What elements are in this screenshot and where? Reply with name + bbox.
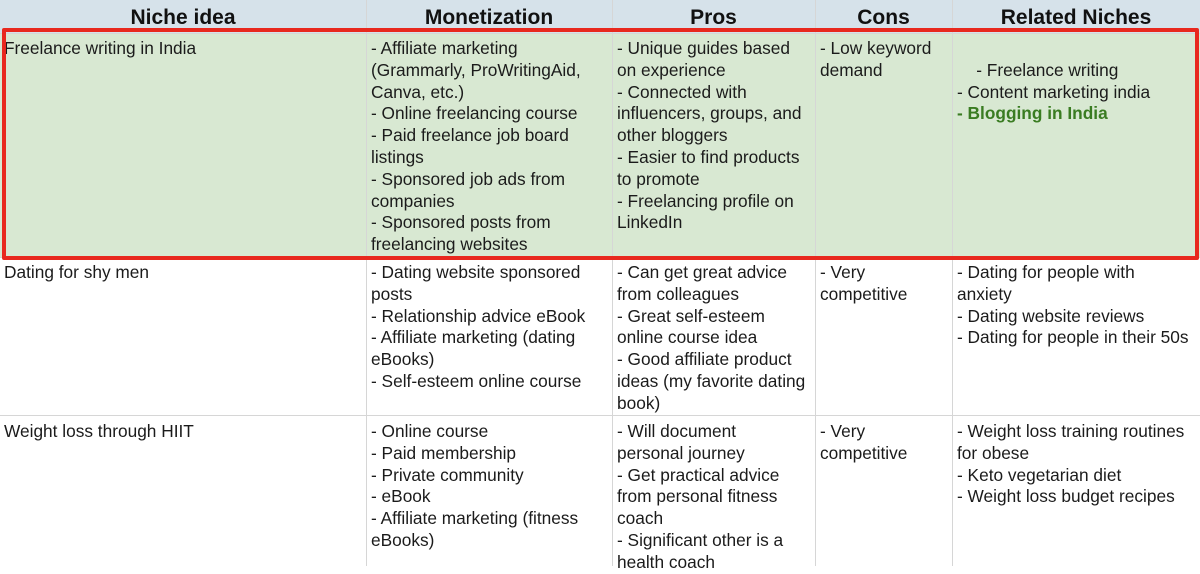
column-divider <box>815 0 816 566</box>
header-row: Niche idea Monetization Pros Cons Relate… <box>0 0 1200 33</box>
column-divider <box>366 0 367 566</box>
cell-niche[interactable]: Weight loss through HIIT <box>4 421 194 441</box>
cell-related-niches[interactable]: - Freelance writing - Content marketing … <box>957 38 1150 147</box>
column-divider <box>612 0 613 566</box>
header-monetization[interactable]: Monetization <box>424 6 554 29</box>
cell-niche[interactable]: Freelance writing in India <box>4 38 197 58</box>
cell-monetization[interactable]: - Online course - Paid membership - Priv… <box>371 421 579 550</box>
header-pros[interactable]: Pros <box>690 6 737 29</box>
header-cons[interactable]: Cons <box>857 6 910 29</box>
header-niche-idea[interactable]: Niche idea <box>130 6 236 29</box>
cell-cons[interactable]: - Low keyword demand <box>820 38 932 80</box>
column-divider <box>952 0 953 566</box>
cell-related-niches[interactable]: - Dating for people with anxiety - Datin… <box>957 262 1189 348</box>
cell-pros[interactable]: - Unique guides based on experience - Co… <box>617 38 802 233</box>
cell-monetization[interactable]: - Affiliate marketing (Grammarly, ProWri… <box>371 38 581 255</box>
header-related-niches[interactable]: Related Niches <box>1000 6 1152 29</box>
related-niches-text: - Freelance writing - Content marketing … <box>957 59 1151 102</box>
cell-niche[interactable]: Dating for shy men <box>4 262 150 282</box>
selected-row-background <box>0 33 1200 257</box>
cell-monetization[interactable]: - Dating website sponsored posts - Relat… <box>371 262 586 391</box>
highlight-box <box>2 28 1199 260</box>
row-divider <box>0 415 1200 416</box>
cell-related-niches[interactable]: - Weight loss training routines for obes… <box>957 421 1185 507</box>
cell-cons[interactable]: - Very competitive <box>820 421 908 463</box>
cell-pros[interactable]: - Will document personal journey - Get p… <box>617 421 784 572</box>
cell-cons[interactable]: - Very competitive <box>820 262 908 304</box>
cell-pros[interactable]: - Can get great advice from colleagues -… <box>617 262 806 413</box>
blogging-in-india-link[interactable]: - Blogging in India <box>957 103 1108 124</box>
row-divider <box>0 33 1200 34</box>
